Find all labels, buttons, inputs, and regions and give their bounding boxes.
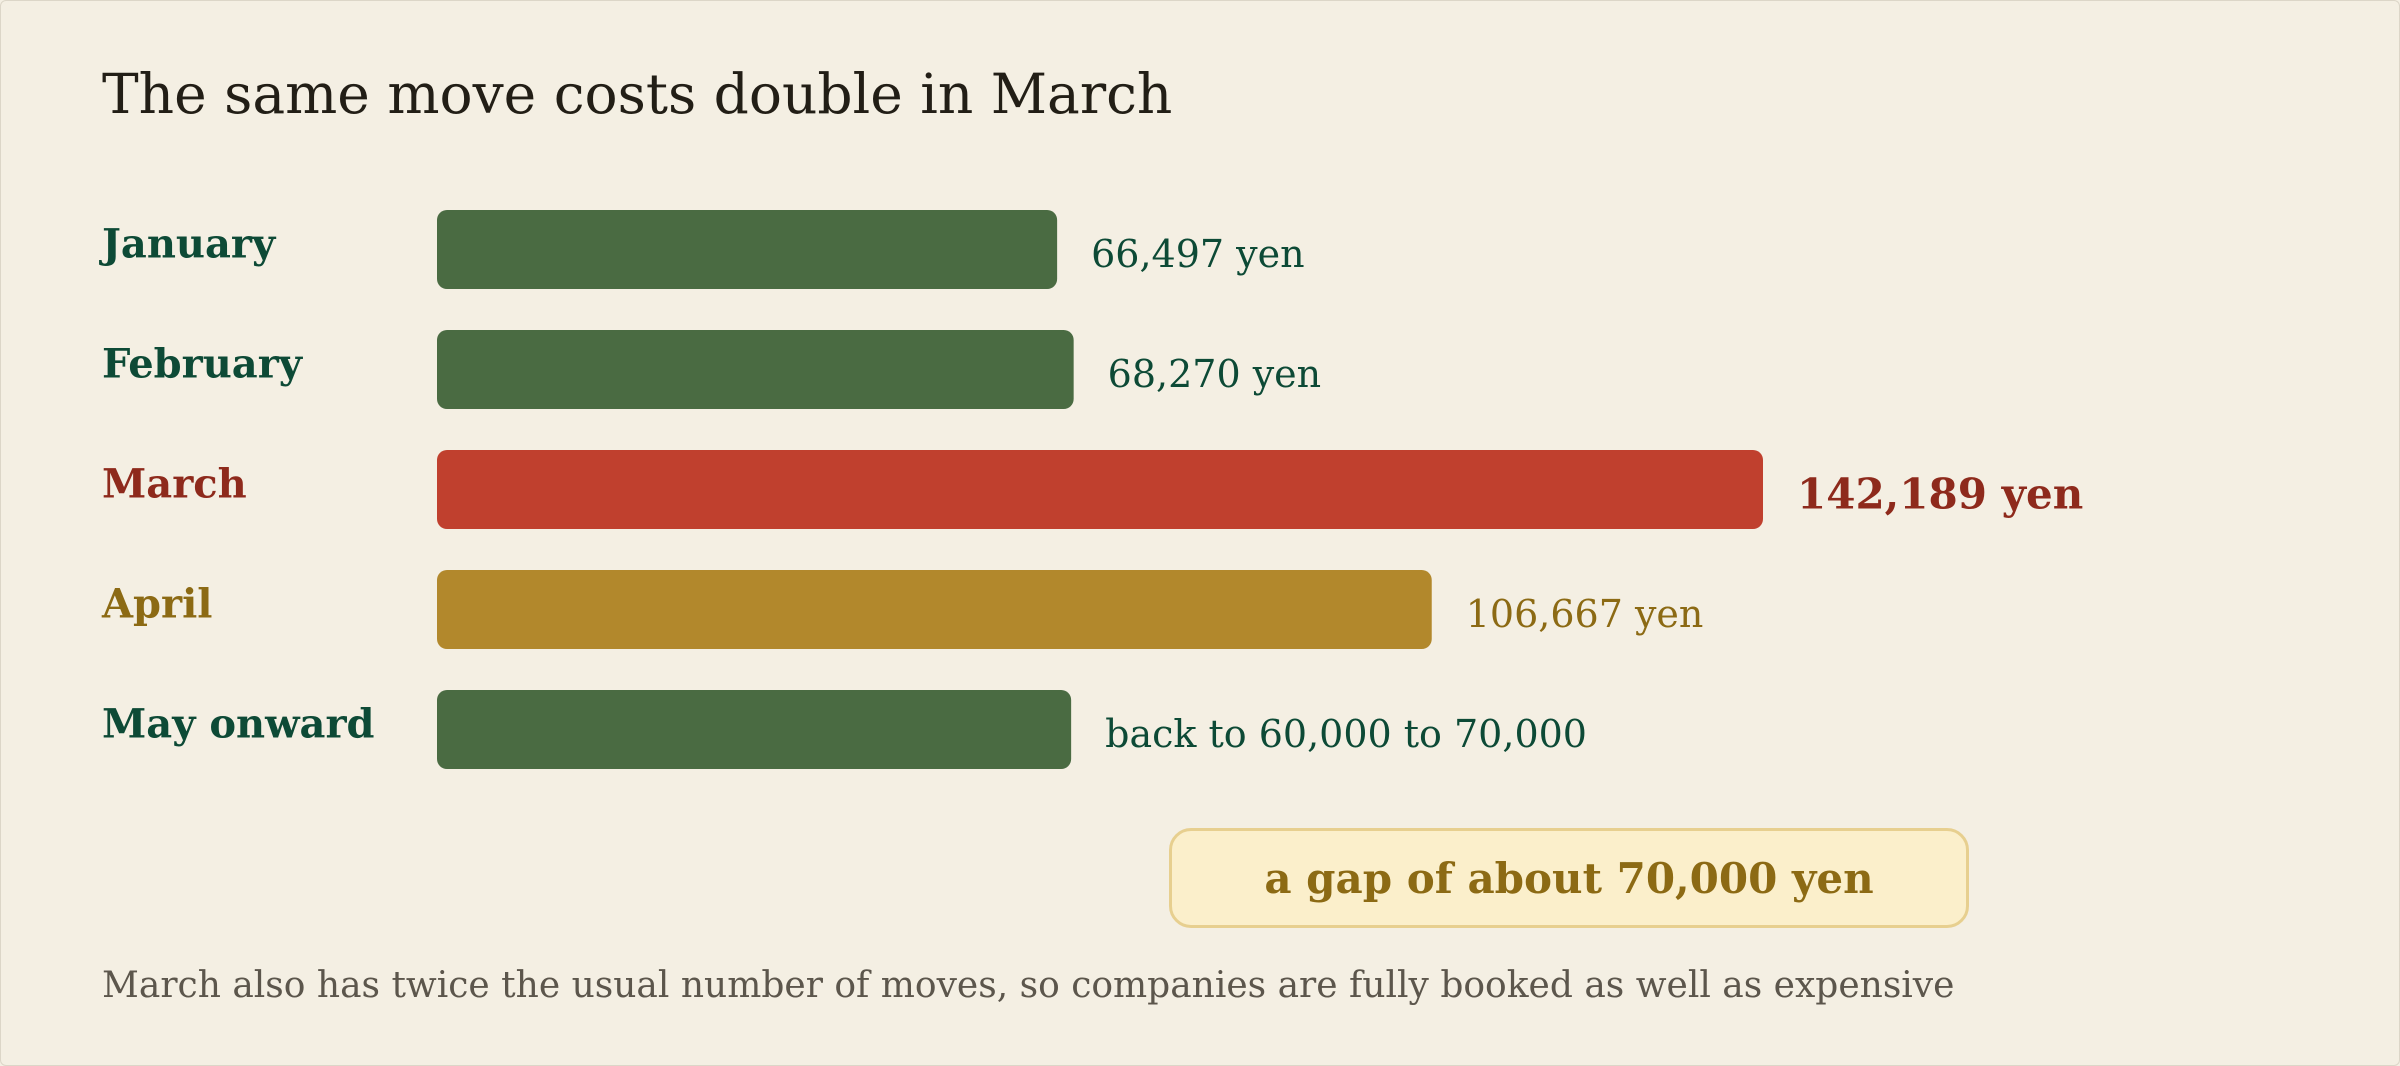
category-label-february: February — [102, 341, 304, 388]
value-label-april: 106,667 yen — [1466, 592, 1704, 636]
chart-footnote: March also has twice the usual number of… — [102, 965, 1955, 1006]
category-label-january: January — [99, 221, 277, 268]
value-label-january: 66,497 yen — [1091, 232, 1304, 276]
bar-may-onward — [437, 690, 1072, 769]
value-label-march: 142,189 yen — [1797, 470, 2083, 519]
gap-callout-text: a gap of about 70,000 yen — [1264, 853, 1874, 903]
gap-callout: a gap of about 70,000 yen — [1169, 828, 1969, 928]
bar-february — [437, 330, 1074, 409]
bar-march — [437, 450, 1763, 529]
value-label-may-onward: back to 60,000 to 70,000 — [1105, 712, 1587, 756]
value-label-february: 68,270 yen — [1108, 352, 1321, 396]
category-label-may-onward: May onward — [102, 701, 375, 748]
chart-title: The same move costs double in March — [102, 62, 1173, 126]
bar-january — [437, 210, 1058, 289]
category-label-april: April — [101, 581, 212, 628]
bar-chart: January 66,497 yen February 68,270 yen March… — [99, 210, 2083, 769]
bar-april — [437, 570, 1432, 649]
category-label-march: March — [102, 461, 247, 508]
